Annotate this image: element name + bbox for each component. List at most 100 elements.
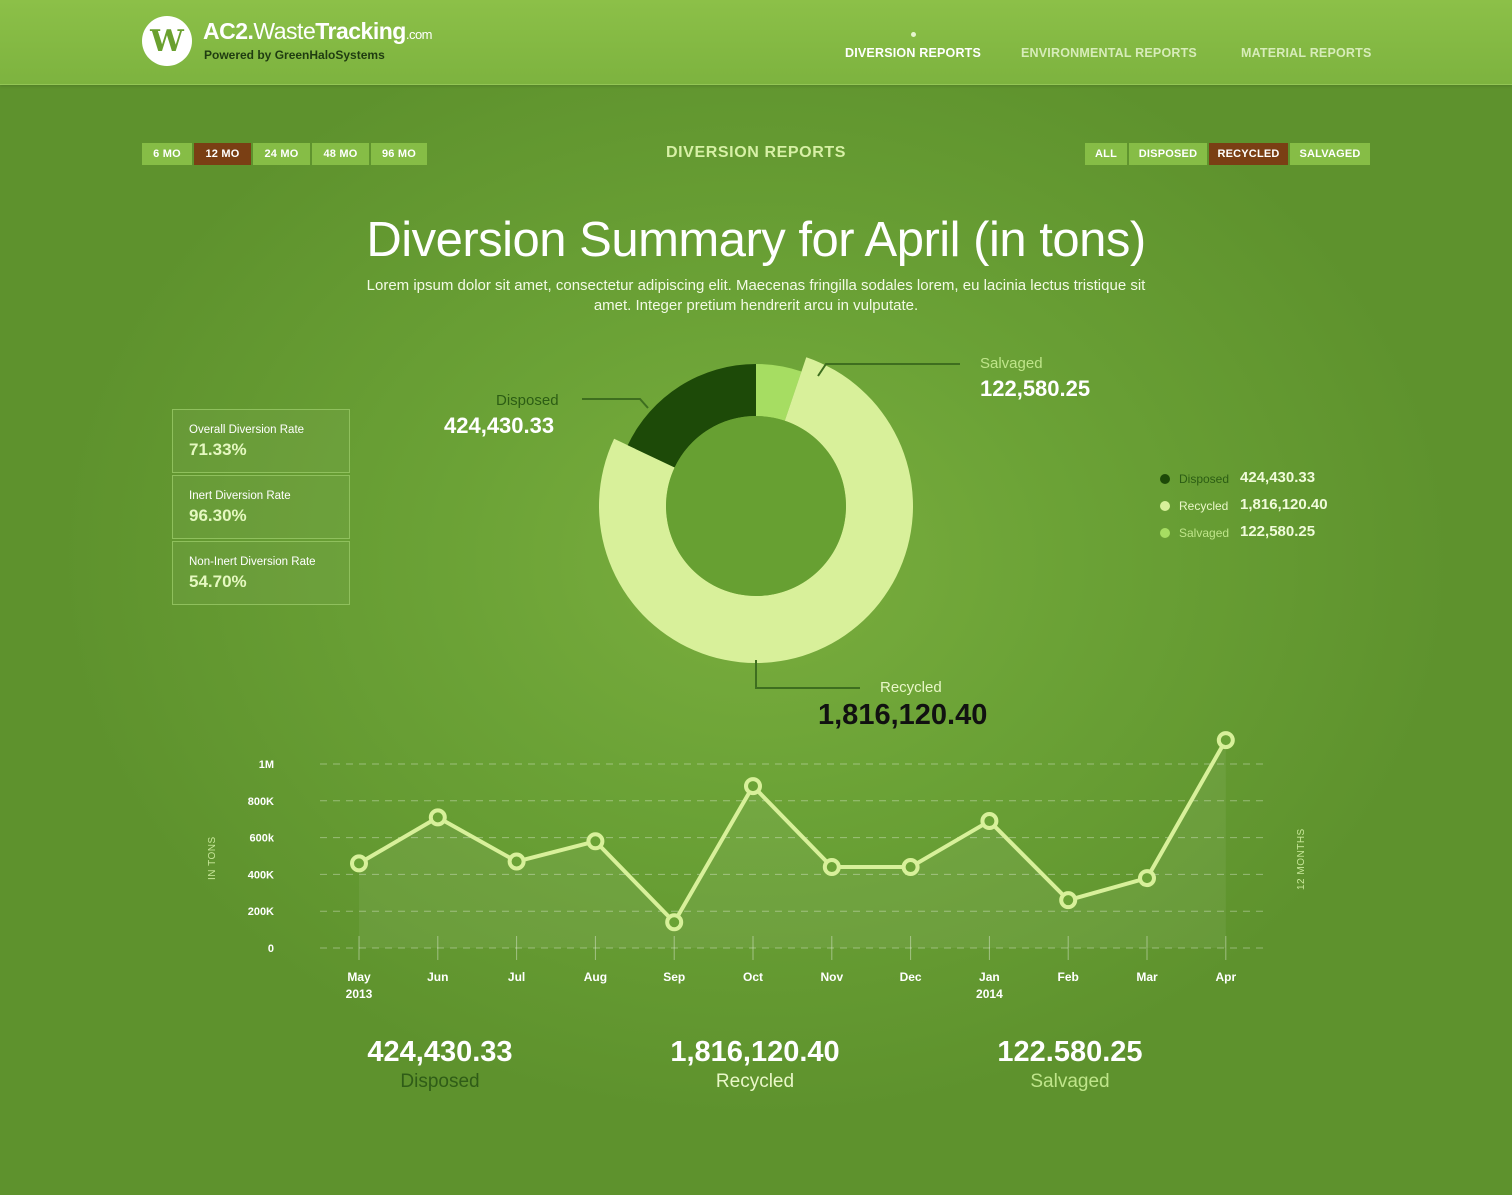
period-24mo-button[interactable]: 24 MO [253,143,310,165]
donut-label-recycled-name: Recycled [880,679,942,696]
type-all-button[interactable]: ALL [1085,143,1127,165]
legend-value: 122,580.25 [1240,523,1316,540]
legend-name: Disposed [1179,472,1230,486]
x-tick-year-label: 2014 [976,987,1003,1001]
legend-dot [1160,474,1170,484]
rate-value: 96.30% [189,506,247,525]
donut-label-disposed-value: 424,430.33 [444,413,555,438]
data-point-nov[interactable] [822,858,841,877]
donut-label-disposed-name: Disposed [496,392,559,409]
right-axis-label: 12 MONTHS [1296,828,1307,890]
nav-diversion-reports[interactable]: DIVERSION REPORTS [845,46,982,60]
rate-value: 54.70% [189,572,247,591]
total-disposed-label: Disposed [400,1071,480,1092]
rate-value: 71.33% [189,440,247,459]
period-48mo-button[interactable]: 48 MO [312,143,369,165]
rate-box-inert: Inert Diversion Rate 96.30% [172,475,350,539]
salvaged-leader-line [817,363,960,377]
active-nav-indicator [911,32,916,37]
total-disposed-value: 424,430.33 [367,1036,513,1068]
data-point-jan[interactable] [980,812,999,831]
period-96mo-button[interactable]: 96 MO [371,143,427,165]
data-point-apr[interactable] [1216,731,1235,750]
x-tick-label: Jan [979,970,1000,984]
rate-label: Overall Diversion Rate [189,424,305,436]
y-tick-label: 0 [268,943,274,955]
data-point-sep[interactable] [665,913,684,932]
y-tick-label: 200K [248,906,274,918]
period-6mo-button[interactable]: 6 MO [142,143,192,165]
data-point-jun[interactable] [428,808,447,827]
legend-name: Recycled [1179,499,1229,513]
data-point-jul[interactable] [507,852,526,871]
line-chart-area-fill [359,740,1226,948]
x-tick-label: Jul [508,970,525,984]
legend-dot [1160,528,1170,538]
legend-name: Salvaged [1179,526,1230,540]
brand-tld: .com [405,27,433,42]
donut-label-salvaged-value: 122,580.25 [980,376,1091,401]
donut-slice-salvaged[interactable] [756,364,802,421]
donut-slice-recycled[interactable] [599,357,913,663]
x-tick-label: Apr [1215,970,1236,984]
logo-w-glyph: W [150,23,184,59]
y-tick-label: 1M [259,759,274,771]
x-tick-label: Sep [663,970,685,984]
total-recycled-label: Recycled [715,1071,795,1092]
donut-label-recycled-value: 1,816,120.40 [818,699,988,731]
type-salvaged-button[interactable]: SALVAGED [1290,143,1370,165]
line-chart-series-line [357,739,1228,925]
recycled-leader-line [755,660,860,689]
y-tick-label: 800K [248,796,274,808]
data-point-dec[interactable] [901,858,920,877]
legend-value: 1,816,120.40 [1240,496,1328,513]
x-tick-label: Dec [900,970,922,984]
type-recycled-button[interactable]: RECYCLED [1209,143,1288,165]
x-tick-label: Feb [1058,970,1079,984]
brand-tagline: Powered by GreenHaloSystems [204,48,385,62]
donut-hole [666,416,846,596]
logo-icon[interactable]: W [142,16,192,66]
disposed-leader-line [582,398,649,409]
x-tick-label: May [347,970,371,984]
page-title: Diversion Summary for April (in tons) [366,213,1146,267]
x-tick-label: Mar [1136,970,1158,984]
data-point-aug[interactable] [586,832,605,851]
page-subtitle: Lorem ipsum dolor sit amet, consectetur … [366,277,1146,314]
brand-part-2: Waste [253,18,316,44]
top-header: W AC2.WasteTracking.com Powered by Green… [0,0,1512,85]
x-tick-label: Nov [820,970,843,984]
donut-label-salvaged-name: Salvaged [980,355,1043,372]
x-tick-label: Aug [584,970,607,984]
brand-part-1: AC2. [203,18,254,44]
brand-name[interactable]: AC2.WasteTracking.com [203,18,433,45]
x-tick-label: Oct [743,970,763,984]
total-salvaged-label: Salvaged [1030,1071,1110,1092]
period-12mo-button[interactable]: 12 MO [194,143,251,165]
rate-box-overall: Overall Diversion Rate 71.33% [172,409,350,473]
rate-box-non-inert: Non-Inert Diversion Rate 54.70% [172,541,350,605]
section-title: DIVERSION REPORTS [665,144,846,161]
y-tick-label: 400K [248,869,274,881]
total-salvaged-value: 122.580.25 [997,1036,1143,1068]
rate-label: Non-Inert Diversion Rate [189,556,316,568]
donut-slice-disposed[interactable] [627,364,756,468]
type-disposed-button[interactable]: DISPOSED [1129,143,1207,165]
data-point-feb[interactable] [1059,891,1078,910]
data-point-mar[interactable] [1138,869,1156,888]
nav-environmental-reports[interactable]: ENVIRONMENTAL REPORTS [1021,46,1197,60]
data-point-oct[interactable] [744,777,762,796]
total-recycled-value: 1,816,120.40 [670,1036,840,1068]
nav-material-reports[interactable]: MATERIAL REPORTS [1241,46,1372,60]
y-axis-label: IN TONS [207,836,218,880]
rate-label: Inert Diversion Rate [189,490,291,502]
x-tick-year-label: 2013 [346,987,373,1001]
brand-part-3: Tracking [315,18,406,44]
data-point-may[interactable] [350,854,368,873]
legend-dot [1160,501,1170,511]
legend-value: 424,430.33 [1240,469,1316,486]
y-tick-label: 600k [250,833,275,845]
x-tick-label: Jun [427,970,448,984]
